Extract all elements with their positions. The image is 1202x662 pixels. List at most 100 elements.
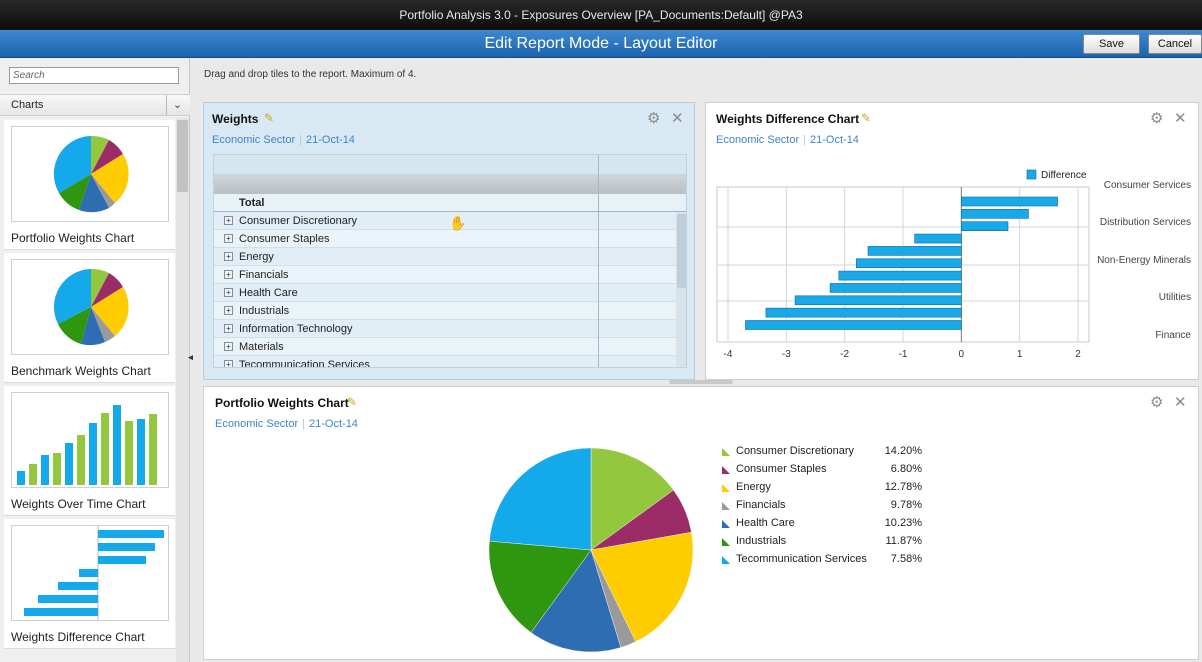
portfolio-weights-panel[interactable]: Portfolio Weights Chart ✎ Economic Secto… bbox=[203, 386, 1199, 660]
legend-value: 7.58% bbox=[890, 553, 922, 565]
weights-difference-chart: -4 -3 -2 -1 0 1 2 Consumer Services Distribution… bbox=[716, 169, 1191, 360]
category-label: Consumer Services bbox=[1104, 180, 1191, 191]
grid-scrollbar[interactable] bbox=[676, 212, 686, 367]
column-divider[interactable] bbox=[598, 155, 599, 367]
gear-icon[interactable]: ⚙ bbox=[1150, 110, 1164, 127]
collapse-sidebar-icon[interactable]: ◀ bbox=[188, 352, 195, 362]
pie-slice bbox=[488, 540, 592, 633]
chevron-down-icon[interactable]: ⌄ bbox=[166, 95, 188, 115]
table-row[interactable]: + Consumer Staples bbox=[214, 230, 676, 248]
sidebar-scroll-thumb[interactable] bbox=[177, 120, 188, 192]
mode-bar: Edit Report Mode - Layout Editor Save Ca… bbox=[0, 30, 1202, 58]
subtitle-group[interactable]: Economic Sector bbox=[212, 134, 296, 146]
cancel-button[interactable]: Cancel bbox=[1148, 34, 1202, 54]
weights-panel[interactable]: Weights ✎ Economic Sector | 21-Oct-14 ⚙ ✕ … bbox=[203, 102, 695, 380]
subtitle-group[interactable]: Economic Sector bbox=[716, 134, 800, 146]
report-canvas: Drag and drop tiles to the report. Maxim… bbox=[193, 58, 1202, 662]
legend-swatch-icon bbox=[722, 538, 730, 546]
row-label: Consumer Staples bbox=[239, 233, 330, 245]
subtitle-date[interactable]: 21-Oct-14 bbox=[309, 418, 358, 430]
difference-bar bbox=[838, 270, 962, 281]
sidebar-scrollbar[interactable] bbox=[176, 118, 189, 662]
close-icon[interactable]: ✕ bbox=[671, 110, 684, 127]
bar-chart-thumbnail bbox=[11, 392, 169, 488]
grid-subheader bbox=[214, 175, 686, 194]
weights-difference-panel[interactable]: Weights Difference Chart ✎ Economic Sect… bbox=[705, 102, 1199, 380]
close-icon[interactable]: ✕ bbox=[1174, 394, 1187, 411]
tile-portfolio-weights[interactable]: Portfolio Weights Chart bbox=[4, 120, 175, 250]
category-label: Non-Energy Minerals bbox=[1097, 255, 1191, 266]
panel-title: Weights Difference Chart bbox=[716, 112, 860, 126]
category-label: Finance bbox=[1155, 330, 1191, 341]
edit-pencil-icon[interactable]: ✎ bbox=[264, 111, 275, 125]
pie-chart-thumbnail bbox=[11, 259, 169, 355]
tile-label: Benchmark Weights Chart bbox=[11, 364, 151, 378]
edit-pencil-icon[interactable]: ✎ bbox=[347, 395, 358, 409]
panel-subtitle: Economic Sector | 21-Oct-14 bbox=[716, 134, 859, 146]
tile-weights-difference[interactable]: Weights Difference Chart bbox=[4, 519, 175, 649]
expand-icon[interactable]: + bbox=[224, 234, 233, 243]
category-label: Utilities bbox=[1159, 292, 1191, 303]
row-label: Information Technology bbox=[239, 323, 353, 335]
expand-icon[interactable]: + bbox=[224, 288, 233, 297]
tile-label: Portfolio Weights Chart bbox=[11, 231, 135, 245]
grid-header bbox=[214, 155, 686, 175]
expand-icon[interactable]: + bbox=[224, 342, 233, 351]
tile-library: Search Charts ⌄ Portfolio Weights Chart bbox=[0, 58, 190, 662]
subtitle-group[interactable]: Economic Sector bbox=[215, 418, 299, 430]
legend-label: Financials bbox=[736, 499, 786, 511]
legend-value: 12.78% bbox=[884, 481, 922, 493]
row-label: Consumer Discretionary bbox=[239, 215, 357, 227]
panel-resize-handle[interactable] bbox=[669, 380, 733, 384]
tile-label: Weights Over Time Chart bbox=[11, 497, 146, 511]
table-row[interactable]: + Materials bbox=[214, 338, 676, 356]
tile-weights-over-time[interactable]: Weights Over Time Chart bbox=[4, 386, 175, 516]
save-button[interactable]: Save bbox=[1083, 34, 1140, 54]
panel-subtitle: Economic Sector | 21-Oct-14 bbox=[212, 134, 355, 146]
table-row[interactable]: + Consumer Discretionary bbox=[214, 212, 676, 230]
legend-label: Consumer Staples bbox=[736, 463, 827, 475]
edit-pencil-icon[interactable]: ✎ bbox=[861, 111, 872, 125]
expand-icon[interactable]: + bbox=[224, 306, 233, 315]
category-dropdown[interactable]: Charts ⌄ bbox=[0, 94, 190, 116]
legend-item: Tecommunication Services 7.58% bbox=[722, 553, 922, 569]
table-row[interactable]: + Energy bbox=[214, 248, 676, 266]
total-row: Total bbox=[214, 194, 686, 212]
gear-icon[interactable]: ⚙ bbox=[1150, 394, 1164, 411]
gear-icon[interactable]: ⚙ bbox=[647, 110, 661, 127]
legend-value: 14.20% bbox=[884, 445, 922, 457]
expand-icon[interactable]: + bbox=[224, 360, 233, 367]
subtitle-date[interactable]: 21-Oct-14 bbox=[810, 134, 859, 146]
table-row[interactable]: + Health Care bbox=[214, 284, 676, 302]
grid-scroll-thumb[interactable] bbox=[677, 214, 686, 288]
expand-icon[interactable]: + bbox=[224, 216, 233, 225]
window-title: Portfolio Analysis 3.0 - Exposures Overv… bbox=[0, 0, 1202, 30]
legend-swatch bbox=[1026, 169, 1037, 180]
table-row[interactable]: + Tecommunication Services bbox=[214, 356, 676, 367]
expand-icon[interactable]: + bbox=[224, 324, 233, 333]
expand-icon[interactable]: + bbox=[224, 252, 233, 261]
legend-item: Energy 12.78% bbox=[722, 481, 922, 497]
subtitle-date[interactable]: 21-Oct-14 bbox=[306, 134, 355, 146]
tile-benchmark-weights[interactable]: Benchmark Weights Chart bbox=[4, 253, 175, 383]
legend-label: Difference bbox=[1041, 170, 1087, 181]
x-tick-label: 1 bbox=[1017, 349, 1023, 360]
legend-item: Health Care 10.23% bbox=[722, 517, 922, 533]
search-input[interactable]: Search bbox=[9, 67, 179, 84]
table-row[interactable]: + Industrials bbox=[214, 302, 676, 320]
x-tick-label: -2 bbox=[840, 349, 849, 360]
close-icon[interactable]: ✕ bbox=[1174, 110, 1187, 127]
difference-bar bbox=[745, 320, 962, 330]
row-label: Health Care bbox=[239, 287, 298, 299]
table-row[interactable]: + Information Technology bbox=[214, 320, 676, 338]
weights-grid: Total + Consumer Discretionary + Consumer … bbox=[213, 154, 687, 368]
legend-value: 10.23% bbox=[884, 517, 922, 529]
pie-slice bbox=[530, 549, 622, 653]
legend-swatch-icon bbox=[722, 520, 730, 528]
total-label: Total bbox=[239, 197, 265, 209]
portfolio-weights-pie bbox=[488, 447, 694, 653]
row-label: Industrials bbox=[239, 305, 290, 317]
legend-swatch-icon bbox=[722, 448, 730, 456]
expand-icon[interactable]: + bbox=[224, 270, 233, 279]
table-row[interactable]: + Financials bbox=[214, 266, 676, 284]
